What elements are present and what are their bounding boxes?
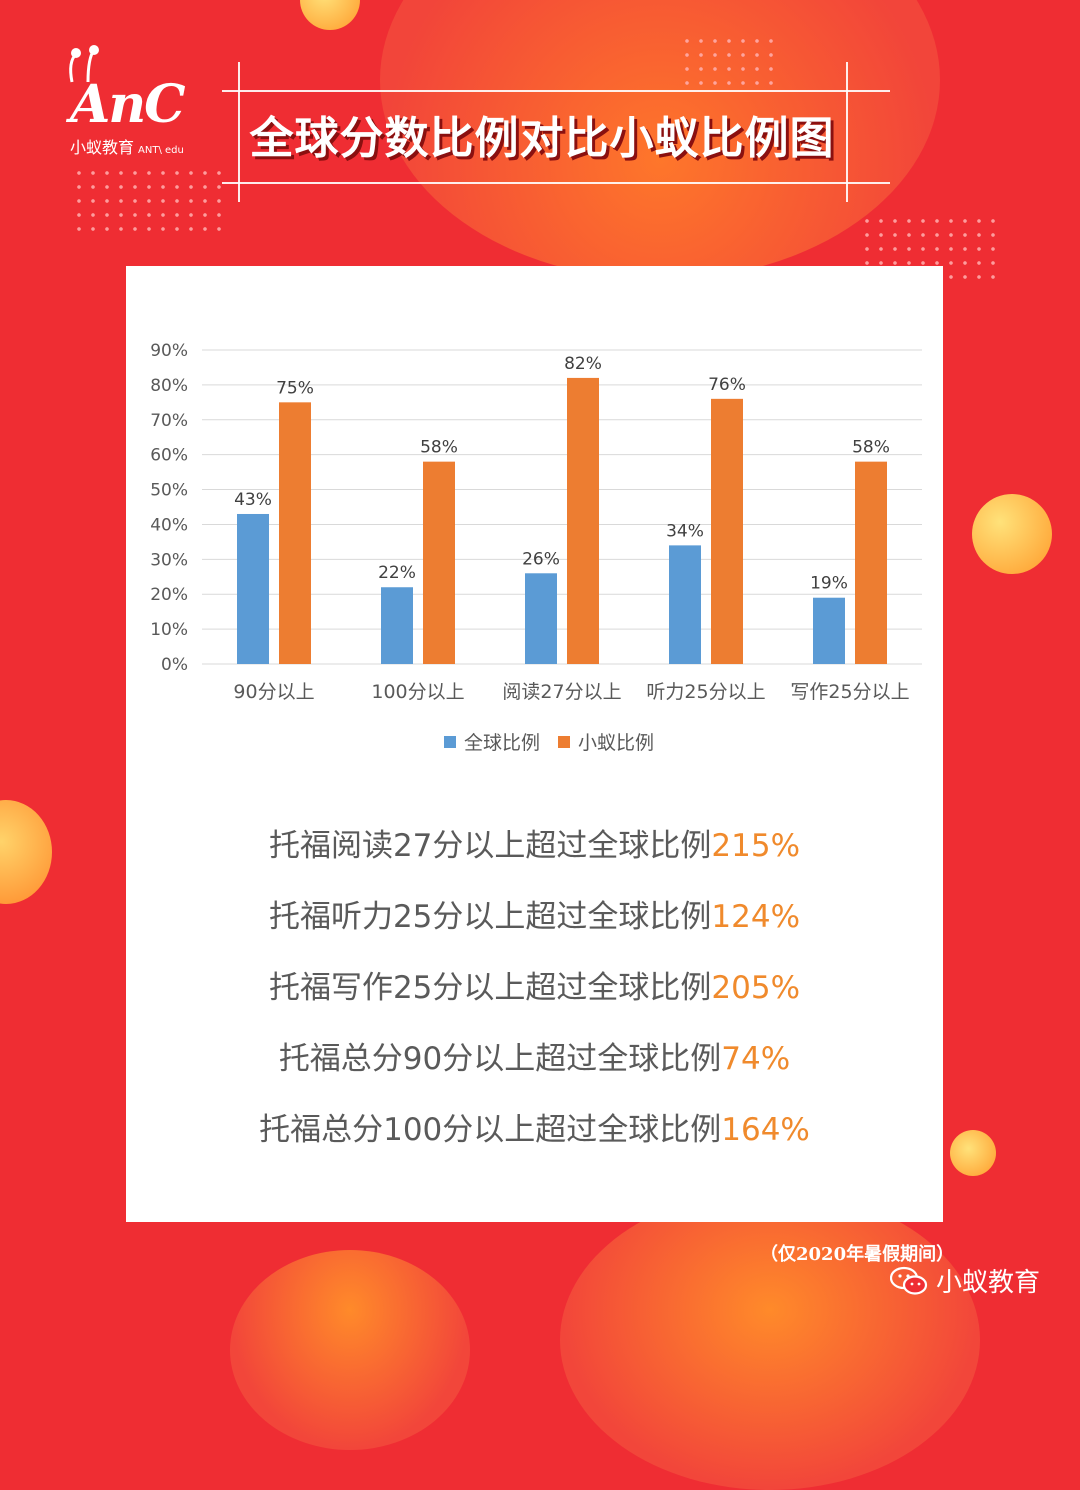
bar bbox=[711, 398, 743, 664]
data-label: 43% bbox=[234, 490, 272, 510]
x-tick-label: 写作25分以上 bbox=[790, 681, 909, 703]
x-tick-label: 听力25分以上 bbox=[646, 681, 765, 703]
y-tick-label: 60% bbox=[150, 446, 188, 466]
title-frame: 全球分数比例对比小蚁比例图 bbox=[222, 62, 890, 202]
y-tick-label: 40% bbox=[150, 515, 188, 535]
x-tick-label: 90分以上 bbox=[233, 681, 314, 703]
data-label: 26% bbox=[522, 549, 560, 569]
y-tick-label: 90% bbox=[150, 341, 188, 361]
y-tick-label: 80% bbox=[150, 376, 188, 396]
legend-swatch bbox=[444, 736, 456, 748]
legend-label: 小蚁比例 bbox=[578, 732, 654, 754]
stat-percent: 215% bbox=[711, 828, 801, 864]
stat-line: 托福写作25分以上超过全球比例205% bbox=[126, 953, 943, 1024]
decor-circle-left bbox=[0, 800, 52, 904]
decor-dots-left bbox=[72, 166, 222, 236]
bar bbox=[855, 461, 887, 664]
logo-subtitle: 小蚁教育 ANT\ edu bbox=[70, 134, 184, 158]
logo-sub-cn: 小蚁教育 bbox=[70, 138, 135, 157]
stats-list: 托福阅读27分以上超过全球比例215% 托福听力25分以上超过全球比例124% … bbox=[126, 811, 943, 1166]
stat-percent: 205% bbox=[711, 970, 801, 1006]
y-tick-label: 70% bbox=[150, 411, 188, 431]
bar bbox=[813, 597, 845, 664]
stat-text: 托福阅读27分以上超过全球比例 bbox=[268, 828, 712, 864]
stat-text: 托福总分90分以上超过全球比例 bbox=[278, 1041, 722, 1077]
y-tick-label: 30% bbox=[150, 550, 188, 570]
bar bbox=[567, 377, 599, 664]
bar bbox=[237, 513, 269, 664]
data-label: 58% bbox=[852, 438, 890, 458]
brand-logo: AnC 小蚁教育 ANT\ edu bbox=[62, 44, 202, 164]
stat-text: 托福总分100分以上超过全球比例 bbox=[259, 1112, 722, 1148]
data-label: 82% bbox=[564, 354, 602, 374]
bar bbox=[279, 402, 311, 664]
stat-line: 托福总分90分以上超过全球比例74% bbox=[126, 1024, 943, 1095]
bar-chart: 0% 10% 20% 30% 40% 50% 60% 70% 80% 90% 90分以上 43% 75%… bbox=[150, 341, 922, 754]
y-tick-label: 10% bbox=[150, 620, 188, 640]
bar bbox=[669, 545, 701, 664]
x-tick-label: 阅读27分以上 bbox=[502, 681, 621, 703]
stat-line: 托福总分100分以上超过全球比例164% bbox=[126, 1095, 943, 1166]
stat-text: 托福听力25分以上超过全球比例 bbox=[268, 899, 712, 935]
footnote: （仅2020年暑假期间） bbox=[760, 1244, 955, 1265]
data-label: 58% bbox=[420, 438, 458, 458]
x-tick-label: 100分以上 bbox=[371, 681, 464, 703]
decor-circle-right bbox=[972, 494, 1052, 574]
decor-blob-bottom bbox=[560, 1190, 980, 1490]
legend-swatch bbox=[558, 736, 570, 748]
data-label: 19% bbox=[810, 574, 848, 594]
y-tick-label: 50% bbox=[150, 481, 188, 501]
data-label: 34% bbox=[666, 521, 704, 541]
decor-circle-top bbox=[300, 0, 360, 30]
wechat-label: 小蚁教育 bbox=[936, 1268, 1041, 1298]
bar bbox=[525, 573, 557, 664]
stat-text: 托福写作25分以上超过全球比例 bbox=[268, 970, 712, 1006]
y-tick-label: 0% bbox=[161, 655, 188, 675]
stat-percent: 74% bbox=[721, 1041, 791, 1077]
bar bbox=[381, 587, 413, 664]
antenna-icon bbox=[69, 45, 99, 83]
stat-line: 托福阅读27分以上超过全球比例215% bbox=[126, 811, 943, 882]
legend-label: 全球比例 bbox=[464, 732, 540, 754]
bar bbox=[423, 461, 455, 664]
stat-line: 托福听力25分以上超过全球比例124% bbox=[126, 882, 943, 953]
decor-circle-small-right bbox=[950, 1130, 996, 1176]
decor-blob-bottom-left bbox=[230, 1250, 470, 1450]
logo-sub-en: ANT\ edu bbox=[138, 145, 184, 156]
wechat-icon bbox=[890, 1266, 928, 1295]
stat-percent: 124% bbox=[711, 899, 801, 935]
data-label: 76% bbox=[708, 375, 746, 395]
data-label: 75% bbox=[276, 378, 314, 398]
content-card: 0% 10% 20% 30% 40% 50% 60% 70% 80% 90% 90分以上 43% 75%… bbox=[126, 266, 943, 1222]
data-label: 22% bbox=[378, 563, 416, 583]
page-title: 全球分数比例对比小蚁比例图 bbox=[249, 113, 835, 164]
y-tick-label: 20% bbox=[150, 585, 188, 605]
decor-dots-top bbox=[680, 34, 780, 90]
logo-text: AnC bbox=[70, 74, 186, 135]
stat-percent: 164% bbox=[721, 1112, 810, 1148]
wechat-account[interactable]: 小蚁教育 bbox=[890, 1262, 1040, 1299]
